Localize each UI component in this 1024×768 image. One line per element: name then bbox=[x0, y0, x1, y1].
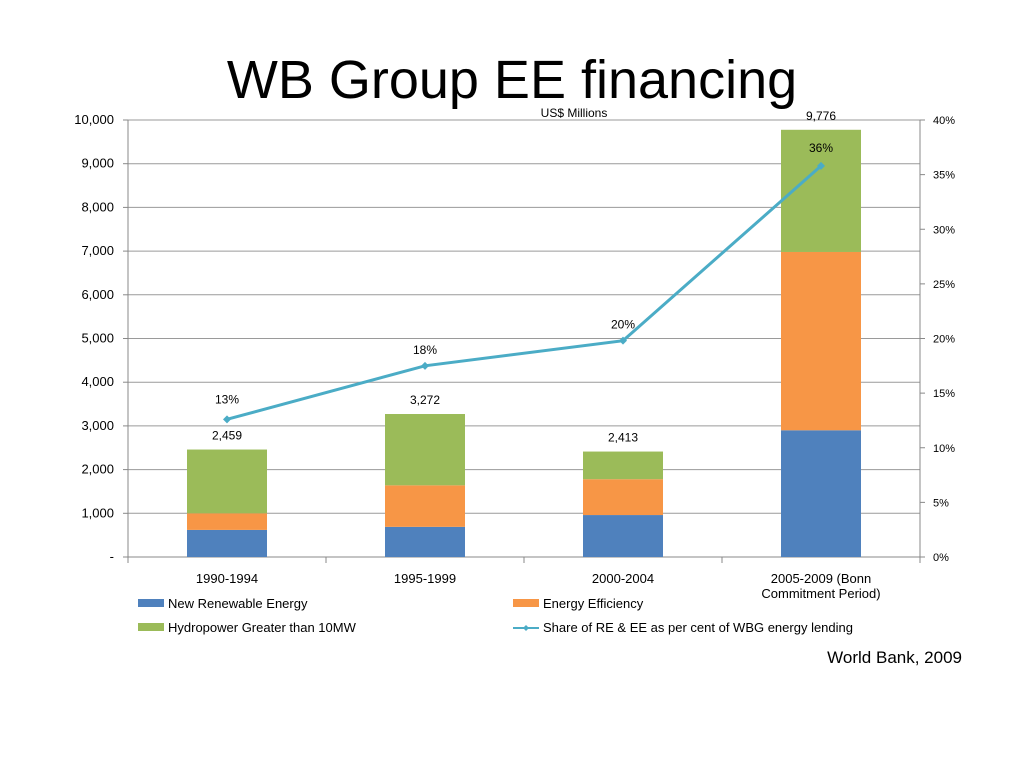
category-label: 2005-2009 (Bonn bbox=[771, 571, 871, 586]
share-label: 18% bbox=[413, 343, 437, 357]
y-right-tick-label: 30% bbox=[933, 224, 955, 236]
share-label: 20% bbox=[611, 318, 635, 332]
legend-swatch bbox=[138, 623, 164, 631]
bar-total-label: 9,776 bbox=[806, 109, 836, 123]
y-right-tick-label: 15% bbox=[933, 388, 955, 400]
legend-swatch bbox=[138, 599, 164, 607]
legend-label: New Renewable Energy bbox=[168, 596, 308, 611]
y-right-tick-label: 0% bbox=[933, 552, 949, 564]
slide-title: WB Group EE financing bbox=[226, 50, 798, 110]
category-label: Commitment Period) bbox=[761, 586, 880, 601]
share-label: 13% bbox=[215, 392, 239, 406]
bar-segment bbox=[187, 449, 267, 514]
bar-segment bbox=[781, 430, 861, 557]
bar-segment bbox=[781, 251, 861, 431]
y-left-tick-label: 8,000 bbox=[81, 199, 114, 214]
y-right-tick-label: 20% bbox=[933, 334, 955, 346]
y-right-tick-label: 5% bbox=[933, 497, 949, 509]
bar-segment bbox=[187, 513, 267, 530]
bar-total-label: 2,459 bbox=[212, 429, 242, 443]
legend-swatch bbox=[513, 599, 539, 607]
bar-segment bbox=[583, 479, 663, 516]
bar-segment bbox=[385, 526, 465, 557]
share-point bbox=[421, 361, 429, 370]
legend-label: Energy Efficiency bbox=[543, 596, 644, 611]
bar-segment bbox=[583, 515, 663, 557]
y-left-tick-label: 7,000 bbox=[81, 243, 114, 258]
category-label: 1995-1999 bbox=[394, 571, 456, 586]
share-line bbox=[226, 164, 822, 421]
bar-segment bbox=[385, 485, 465, 527]
legend-label: Share of RE & EE as per cent of WBG ener… bbox=[543, 620, 853, 635]
y-left-tick-label: 5,000 bbox=[81, 331, 114, 346]
y-left-tick-label: 1,000 bbox=[81, 505, 114, 520]
bar-total-label: 3,272 bbox=[410, 393, 440, 407]
bar-segment bbox=[187, 529, 267, 557]
legend-marker bbox=[523, 625, 529, 631]
y-right-tick-label: 40% bbox=[933, 115, 955, 127]
y-right-tick-label: 35% bbox=[933, 170, 955, 182]
y-right-tick-label: 10% bbox=[933, 443, 955, 455]
y-left-tick-label: 2,000 bbox=[81, 462, 114, 477]
y-left-tick-label: 10,000 bbox=[74, 112, 114, 127]
y-left-tick-label: 6,000 bbox=[81, 287, 114, 302]
y-right-tick-label: 25% bbox=[933, 279, 955, 291]
bar-segment bbox=[583, 451, 663, 480]
y-left-tick-label: 4,000 bbox=[81, 374, 114, 389]
category-label: 2000-2004 bbox=[592, 571, 654, 586]
share-point bbox=[223, 415, 231, 424]
y-left-tick-label: 3,000 bbox=[81, 418, 114, 433]
unit-label: US$ Millions bbox=[541, 106, 608, 120]
source-note: World Bank, 2009 bbox=[827, 648, 962, 667]
share-point bbox=[619, 336, 627, 345]
y-left-tick-label: - bbox=[110, 549, 114, 564]
legend-label: Hydropower Greater than 10MW bbox=[168, 620, 357, 635]
share-label: 36% bbox=[809, 141, 833, 155]
share-point bbox=[817, 161, 825, 170]
y-left-tick-label: 9,000 bbox=[81, 156, 114, 171]
bar-total-label: 2,413 bbox=[608, 431, 638, 445]
category-label: 1990-1994 bbox=[196, 571, 258, 586]
bar-segment bbox=[385, 414, 465, 486]
